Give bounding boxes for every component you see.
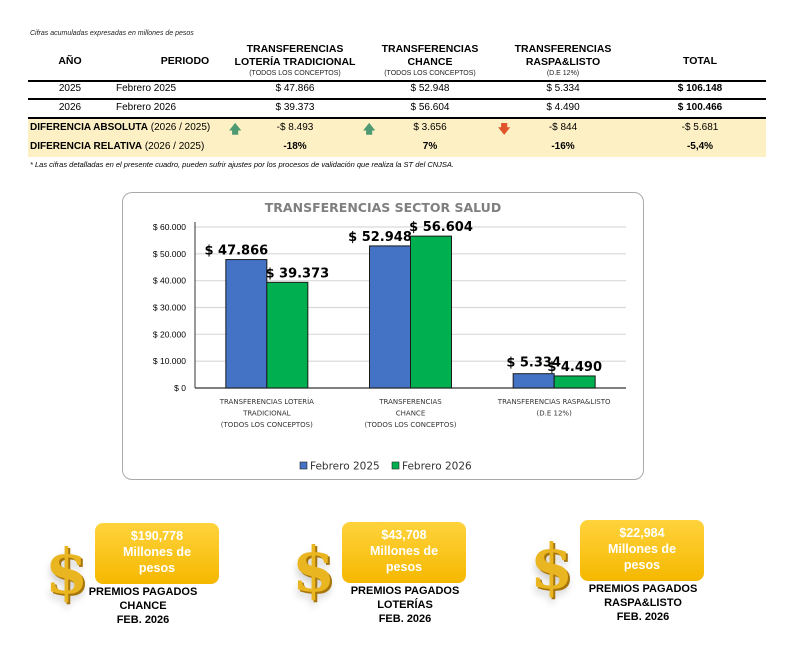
y-tick-label: $ 20.000 bbox=[153, 329, 186, 339]
difference-band bbox=[28, 118, 766, 157]
x-category-label: (TODOS LOS CONCEPTOS) bbox=[364, 421, 456, 429]
dollar-sign-icon: $ bbox=[530, 530, 574, 603]
rel-diff-loteria: -18% bbox=[283, 141, 307, 152]
prize-card: $22,984 Millones de pesos bbox=[580, 520, 704, 581]
x-category-label: TRANSFERENCIAS bbox=[378, 398, 442, 406]
row1-total: $ 106.148 bbox=[677, 83, 723, 94]
abs-diff-chance: $ 3.656 bbox=[413, 122, 447, 133]
bar-feb-2025 bbox=[512, 373, 555, 389]
abs-diff-loteria: -$ 8.493 bbox=[276, 122, 314, 133]
units-note: Cifras acumuladas expresadas en millones… bbox=[30, 30, 194, 37]
prize-unit: Millones de bbox=[369, 544, 439, 558]
legend-swatch bbox=[391, 461, 400, 470]
arrow-up-icon: 🡅 bbox=[363, 122, 376, 136]
chart-title: TRANSFERENCIAS SECTOR SALUD bbox=[265, 200, 501, 215]
rel-diff-label: DIFERENCIA RELATIVA (2026 / 2025) bbox=[30, 141, 205, 152]
row2-total: $ 100.466 bbox=[677, 102, 723, 113]
dollar-sign-icon: $ bbox=[292, 533, 336, 606]
arrow-up-icon: 🡅 bbox=[229, 122, 242, 136]
data-label: $ 47.866 bbox=[204, 244, 268, 259]
y-tick-label: $ 30.000 bbox=[153, 303, 186, 313]
header-loteria: TRANSFERENCIAS LOTERÍA TRADICIONAL (TODOS… bbox=[234, 43, 356, 77]
rel-diff-chance: 7% bbox=[422, 141, 438, 152]
rel-diff-raspa: -16% bbox=[551, 141, 575, 152]
divider bbox=[28, 80, 766, 82]
x-category-label: (TODOS LOS CONCEPTOS) bbox=[221, 421, 313, 429]
row1-chance: $ 52.948 bbox=[410, 83, 450, 94]
row1-raspa: $ 5.334 bbox=[546, 83, 580, 94]
row1-period: Febrero 2025 bbox=[116, 83, 177, 94]
x-category-label: TRADICIONAL bbox=[242, 410, 291, 418]
y-tick-label: $ 50.000 bbox=[153, 249, 186, 259]
footnote: * Las cifras detalladas en el presente c… bbox=[30, 160, 454, 169]
prize-unit: pesos bbox=[138, 561, 176, 575]
header-chance: TRANSFERENCIAS CHANCE (TODOS LOS CONCEPTO… bbox=[381, 43, 479, 77]
x-category-label: CHANCE bbox=[396, 410, 426, 418]
bar-feb-2026 bbox=[553, 375, 596, 389]
abs-diff-total: -$ 5.681 bbox=[681, 122, 719, 133]
header-raspa: TRANSFERENCIAS RASPA&LISTO (D.E 12%) bbox=[514, 43, 612, 77]
prize-label: PREMIOS PAGADOS CHANCE FEB. 2026 bbox=[88, 586, 198, 626]
row2-loteria: $ 39.373 bbox=[275, 102, 315, 113]
x-category-label: (D.E 12%) bbox=[537, 410, 573, 418]
bar-feb-2025 bbox=[225, 259, 268, 389]
data-label: $ 5.334 bbox=[506, 356, 561, 371]
row2-period: Febrero 2026 bbox=[116, 102, 177, 113]
data-label: $ 52.948 bbox=[348, 230, 412, 245]
prize-unit: pesos bbox=[385, 560, 423, 574]
bar-feb-2026 bbox=[266, 281, 309, 389]
row2-raspa: $ 4.490 bbox=[546, 102, 580, 113]
prize-label: PREMIOS PAGADOS LOTERÍAS FEB. 2026 bbox=[350, 585, 460, 625]
prize-unit: Millones de bbox=[607, 542, 677, 556]
header-total: TOTAL bbox=[682, 55, 718, 67]
header-year: AÑO bbox=[58, 55, 82, 67]
header-period: PERIODO bbox=[160, 55, 210, 67]
row2-year: 2026 bbox=[58, 102, 82, 113]
row1-year: 2025 bbox=[58, 83, 82, 94]
prize-card: $43,708 Millones de pesos bbox=[342, 522, 466, 583]
prize-label: PREMIOS PAGADOS RASPA&LISTO FEB. 2026 bbox=[588, 583, 698, 623]
prize-amount: $22,984 bbox=[619, 526, 665, 540]
y-tick-label: $ 60.000 bbox=[153, 222, 186, 232]
abs-diff-label: DIFERENCIA ABSOLUTA (2026 / 2025) bbox=[30, 122, 211, 133]
y-tick-label: $ 0 bbox=[174, 383, 186, 393]
row2-chance: $ 56.604 bbox=[410, 102, 450, 113]
rel-diff-total: -5,4% bbox=[686, 141, 714, 152]
divider bbox=[28, 117, 766, 119]
prize-unit: pesos bbox=[623, 558, 661, 572]
row1-loteria: $ 47.866 bbox=[275, 83, 315, 94]
prize-unit: Millones de bbox=[122, 545, 192, 559]
dollar-sign-icon: $ bbox=[45, 535, 89, 608]
legend-label: Febrero 2025 bbox=[310, 461, 380, 473]
y-tick-label: $ 10.000 bbox=[153, 356, 186, 366]
y-tick-label: $ 40.000 bbox=[153, 276, 186, 286]
x-category-label: TRANSFERENCIAS LOTERÍA bbox=[219, 397, 314, 406]
divider bbox=[28, 98, 766, 100]
x-category-label: TRANSFERENCIAS RASPA&LISTO bbox=[497, 398, 611, 406]
arrow-down-icon: 🡇 bbox=[498, 122, 511, 136]
data-label: $ 56.604 bbox=[409, 220, 473, 235]
data-label: $ 4.490 bbox=[547, 360, 602, 375]
prize-amount: $190,778 bbox=[130, 529, 184, 543]
legend-swatch bbox=[299, 461, 308, 470]
data-label: $ 39.373 bbox=[265, 266, 329, 281]
prize-card: $190,778 Millones de pesos bbox=[95, 523, 219, 584]
bar-feb-2026 bbox=[410, 235, 452, 389]
legend-label: Febrero 2026 bbox=[402, 461, 472, 473]
bar-feb-2025 bbox=[369, 245, 411, 389]
prize-amount: $43,708 bbox=[381, 528, 427, 542]
abs-diff-raspa: -$ 844 bbox=[548, 122, 578, 133]
chart-frame bbox=[122, 192, 644, 480]
